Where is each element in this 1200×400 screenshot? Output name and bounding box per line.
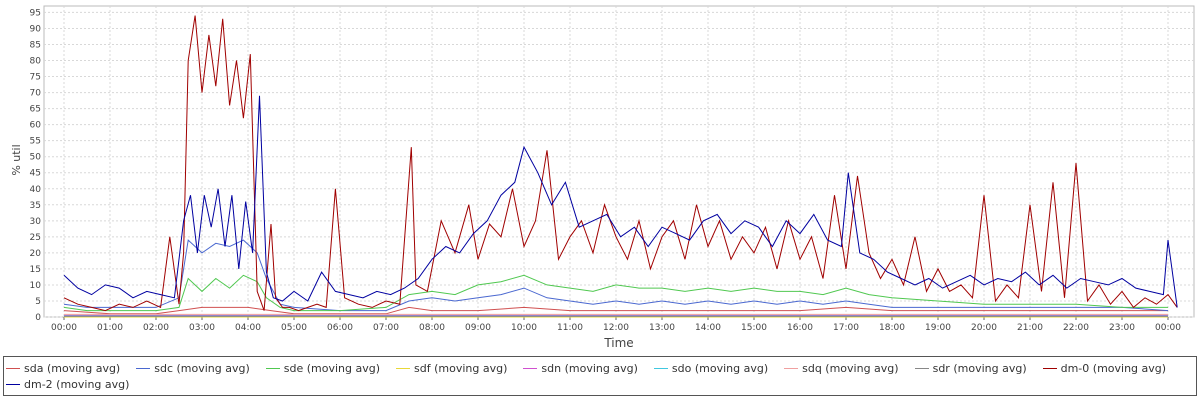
- x-tick-label: 05:00: [281, 323, 307, 333]
- legend-label: sdf (moving avg): [414, 361, 508, 375]
- x-tick-label: 17:00: [833, 323, 859, 333]
- series-line-8: [63, 15, 1178, 312]
- legend-item: sdf (moving avg): [396, 360, 507, 376]
- y-tick-label: 50: [30, 153, 42, 163]
- y-tick-label: 95: [30, 8, 41, 18]
- legend-item: sdq (moving avg): [784, 360, 899, 376]
- x-tick-label: 11:00: [557, 323, 583, 333]
- x-tick-label: 15:00: [741, 323, 767, 333]
- x-axis-ticks: 00:00 01:00 02:00 03:00 04:00 05:00 06:00 07:00…: [51, 317, 1181, 333]
- legend-item: dm-0 (moving avg): [1042, 360, 1167, 376]
- legend-label: sde (moving avg): [283, 361, 381, 375]
- x-tick-label: 00:00: [51, 323, 77, 333]
- x-tick-label: 20:00: [971, 323, 997, 333]
- y-tick-label: 35: [30, 201, 41, 211]
- chart-legend: sda (moving avg) sdc (moving avg) sde (mov…: [3, 356, 1197, 396]
- x-tick-label: 02:00: [143, 323, 169, 333]
- legend-swatch: [1042, 367, 1057, 369]
- legend-label: dm-0 (moving avg): [1060, 361, 1167, 375]
- legend-item: sdc (moving avg): [136, 360, 250, 376]
- legend-label: sdn (moving avg): [541, 361, 638, 375]
- legend-label: sdc (moving avg): [154, 361, 250, 375]
- y-tick-label: 0: [35, 313, 41, 323]
- x-tick-label: 22:00: [1063, 323, 1089, 333]
- y-tick-label: 15: [30, 265, 41, 275]
- x-tick-label: 08:00: [419, 323, 445, 333]
- x-tick-label: 10:00: [511, 323, 537, 333]
- y-tick-label: 85: [30, 40, 41, 50]
- legend-item: sdo (moving avg): [653, 360, 769, 376]
- legend-item: dm-2 (moving avg): [6, 376, 129, 392]
- legend-swatch: [653, 367, 668, 369]
- legend-label: sdq (moving avg): [802, 361, 899, 375]
- legend-item: sde (moving avg): [265, 360, 381, 376]
- y-tick-label: 25: [30, 233, 41, 243]
- x-tick-label: 12:00: [603, 323, 629, 333]
- x-tick-label: 04:00: [235, 323, 261, 333]
- y-tick-label: 80: [30, 57, 42, 67]
- legend-swatch: [523, 367, 538, 369]
- legend-swatch: [265, 367, 280, 369]
- x-tick-label: 00:00: [1155, 323, 1181, 333]
- y-axis-ticks: 0 5 10 15 20 25 30 35 40 45 50 55 60 65 70 75 80 85 90 95: [30, 8, 42, 323]
- plot-background: [43, 5, 1195, 318]
- x-tick-label: 21:00: [1017, 323, 1043, 333]
- legend-row: sda (moving avg) sdc (moving avg) sde (mov…: [6, 360, 1196, 392]
- legend-label: dm-2 (moving avg): [24, 377, 130, 391]
- x-tick-label: 18:00: [879, 323, 905, 333]
- y-tick-label: 20: [30, 249, 42, 259]
- legend-swatch: [6, 383, 20, 385]
- legend-label: sda (moving avg): [24, 361, 121, 375]
- y-tick-label: 90: [30, 24, 42, 34]
- legend-swatch: [136, 367, 151, 369]
- y-tick-label: 60: [30, 121, 42, 131]
- y-tick-label: 45: [30, 169, 41, 179]
- legend-swatch: [6, 367, 20, 369]
- x-tick-label: 16:00: [787, 323, 813, 333]
- legend-swatch: [396, 367, 411, 369]
- legend-label: sdr (moving avg): [932, 361, 1027, 375]
- series-lines: [63, 15, 1178, 318]
- x-tick-label: 14:00: [695, 323, 721, 333]
- x-tick-label: 09:00: [465, 323, 491, 333]
- legend-label: sdo (moving avg): [671, 361, 769, 375]
- x-tick-label: 23:00: [1109, 323, 1135, 333]
- series-line-0: [63, 306, 1168, 315]
- x-axis-label: Time: [603, 336, 633, 350]
- y-tick-label: 5: [35, 297, 41, 307]
- legend-item: sdn (moving avg): [523, 360, 638, 376]
- y-tick-label: 10: [30, 281, 42, 291]
- series-line-1: [63, 239, 1169, 312]
- x-tick-label: 07:00: [373, 323, 399, 333]
- y-tick-label: 75: [30, 73, 41, 83]
- legend-item: sdr (moving avg): [914, 360, 1027, 376]
- series-line-2: [63, 274, 1168, 312]
- x-tick-label: 13:00: [649, 323, 675, 333]
- x-tick-label: 19:00: [925, 323, 951, 333]
- y-axis-label: % util: [10, 144, 23, 175]
- legend-swatch: [914, 367, 929, 369]
- y-tick-label: 40: [30, 185, 42, 195]
- x-tick-label: 03:00: [189, 323, 215, 333]
- legend-item: sda (moving avg): [6, 360, 120, 376]
- legend-swatch: [784, 367, 799, 369]
- y-tick-label: 55: [30, 137, 41, 147]
- y-tick-label: 30: [30, 217, 42, 227]
- x-tick-label: 06:00: [327, 323, 353, 333]
- x-tick-label: 01:00: [97, 323, 123, 333]
- series-line-9: [63, 95, 1178, 308]
- line-chart: 0 5 10 15 20 25 30 35 40 45 50 55 60 65 70 75 80 85 90 95 0…: [10, 5, 1195, 350]
- y-tick-label: 65: [30, 105, 41, 115]
- y-tick-label: 70: [30, 89, 42, 99]
